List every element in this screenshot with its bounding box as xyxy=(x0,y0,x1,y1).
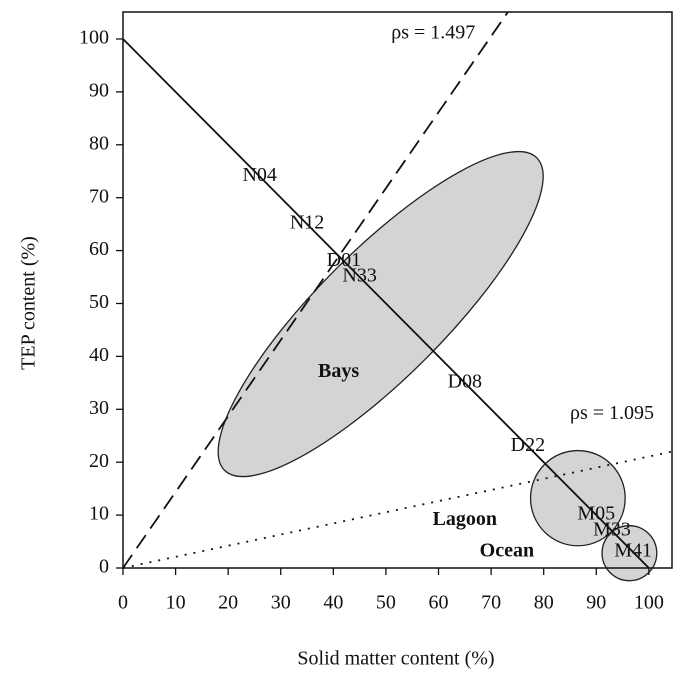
y-tick-label: 90 xyxy=(89,79,109,101)
x-tick-label: 50 xyxy=(376,592,396,614)
x-tick-label: 60 xyxy=(429,592,449,614)
x-tick-label: 70 xyxy=(481,592,501,614)
y-tick-label: 60 xyxy=(89,238,109,260)
y-axis-label: TEP content (%) xyxy=(18,236,40,370)
region-label: Bays xyxy=(318,360,359,382)
region xyxy=(217,150,544,478)
x-tick-label: 0 xyxy=(118,592,128,614)
x-tick-label: 90 xyxy=(586,592,606,614)
region xyxy=(601,525,658,582)
point-label: M41 xyxy=(614,540,652,562)
x-tick-label: 40 xyxy=(323,592,343,614)
point-label: N04 xyxy=(242,164,276,186)
y-tick-label: 0 xyxy=(99,556,109,578)
x-tick-label: 100 xyxy=(634,592,664,614)
plot-frame xyxy=(122,11,673,569)
y-tick-label: 80 xyxy=(89,132,109,154)
y-tick-label: 30 xyxy=(89,397,109,419)
y-tick-label: 70 xyxy=(89,185,109,207)
x-tick-label: 80 xyxy=(534,592,554,614)
point-label: D08 xyxy=(448,370,482,392)
x-tick-label: 10 xyxy=(166,592,186,614)
line xyxy=(122,450,673,569)
region-label: Ocean xyxy=(480,540,534,562)
annotation: ρs = 1.095 xyxy=(570,402,654,424)
x-axis-label: Solid matter content (%) xyxy=(297,648,494,670)
point-label: D01 xyxy=(327,249,361,271)
y-tick-label: 50 xyxy=(89,291,109,313)
y-tick-label: 10 xyxy=(89,503,109,525)
point-label: N33 xyxy=(342,265,376,287)
x-tick-label: 20 xyxy=(218,592,238,614)
point-label: M05 xyxy=(577,503,615,525)
point-label: N12 xyxy=(290,212,324,234)
region-label: Lagoon xyxy=(433,508,497,530)
x-tick-label: 30 xyxy=(271,592,291,614)
point-label: D22 xyxy=(511,434,545,456)
y-tick-label: 20 xyxy=(89,450,109,472)
y-tick-label: 100 xyxy=(79,27,109,49)
annotation: ρs = 1.497 xyxy=(391,21,475,43)
line xyxy=(122,38,650,569)
y-tick-label: 40 xyxy=(89,344,109,366)
region xyxy=(529,449,626,547)
line xyxy=(122,11,509,569)
point-label: M33 xyxy=(593,519,631,541)
